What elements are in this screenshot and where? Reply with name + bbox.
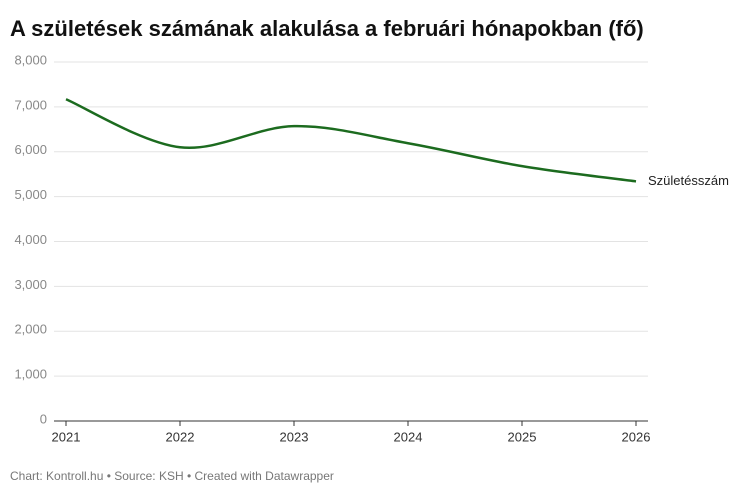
y-tick-label: 8,000 [14, 52, 47, 67]
y-tick-label: 1,000 [14, 367, 47, 382]
x-tick-label: 2021 [52, 429, 81, 444]
y-tick-label: 7,000 [14, 97, 47, 112]
x-tick-label: 2026 [622, 429, 651, 444]
y-tick-label: 0 [40, 411, 47, 426]
x-tick-label: 2023 [280, 429, 309, 444]
x-tick-label: 2024 [394, 429, 423, 444]
y-tick-label: 5,000 [14, 187, 47, 202]
y-tick-label: 3,000 [14, 277, 47, 292]
line [65, 98, 637, 183]
y-tick-label: 2,000 [14, 322, 47, 337]
x-tick-label: 2022 [166, 429, 195, 444]
chart-title: A születések számának alakulása a februá… [10, 16, 644, 41]
y-tick-label: 4,000 [14, 232, 47, 247]
x-tick-label: 2025 [508, 429, 537, 444]
y-tick-label: 6,000 [14, 142, 47, 157]
series-label: Születésszám [648, 173, 729, 188]
footer: Chart: Kontroll.hu • Source: KSH • Creat… [10, 469, 334, 483]
